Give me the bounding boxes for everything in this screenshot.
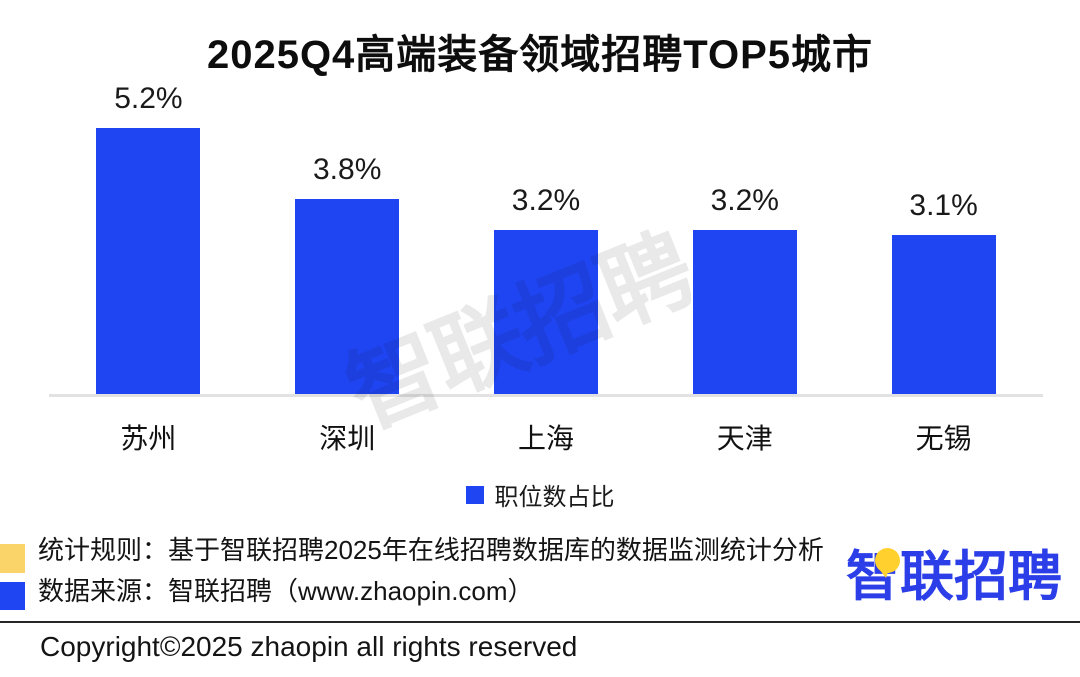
copyright-text: Copyright©2025 zhaopin all rights reserv… [40,631,578,662]
bar-value-label: 3.2% [511,184,581,218]
bar-group: 3.8% [248,80,447,394]
bar-chart-plot-area: 5.2% 3.8% 3.2% 3.2% 3.1% [49,80,1043,397]
statistics-rule-note: 统计规则：基于智联招聘2025年在线招聘数据库的数据监测统计分析 [38,535,824,565]
bar [295,199,400,394]
bar-value-label: 3.2% [710,184,779,218]
logo-bubble-icon [875,548,900,578]
bar [493,230,598,394]
bar-group: 3.2% [645,80,844,394]
x-axis-category-label: 无锡 [915,423,972,454]
x-axis-category-row: 苏州 深圳 上海 天津 无锡 [49,400,1043,457]
bar [96,127,201,394]
data-source-note: 数据来源：智联招聘（www.zhaopin.com） [38,576,534,606]
x-axis-category-label: 苏州 [120,423,177,454]
x-axis-category-label: 天津 [716,423,773,454]
chart-title: 2025Q4高端装备领域招聘TOP5城市 [206,33,874,77]
bar-value-label: 5.2% [114,81,183,115]
bar [692,230,797,394]
legend-label: 职位数占比 [494,484,615,511]
x-axis-category-label: 深圳 [319,423,376,454]
note2-marker-square [0,582,25,610]
bar-group: 5.2% [49,80,248,394]
bar-group: 3.1% [844,80,1043,394]
x-axis-category-label: 上海 [517,423,574,454]
chart-legend: 职位数占比 [0,477,1080,512]
zhaopin-logo: 智联招聘 [846,547,1062,607]
legend-swatch [465,485,484,504]
footer-divider [0,621,1080,623]
bar-value-label: 3.1% [909,189,978,223]
bar-value-label: 3.8% [313,153,382,187]
bar-group: 3.2% [447,80,646,394]
bar [891,235,996,394]
note1-marker-square [0,544,25,573]
